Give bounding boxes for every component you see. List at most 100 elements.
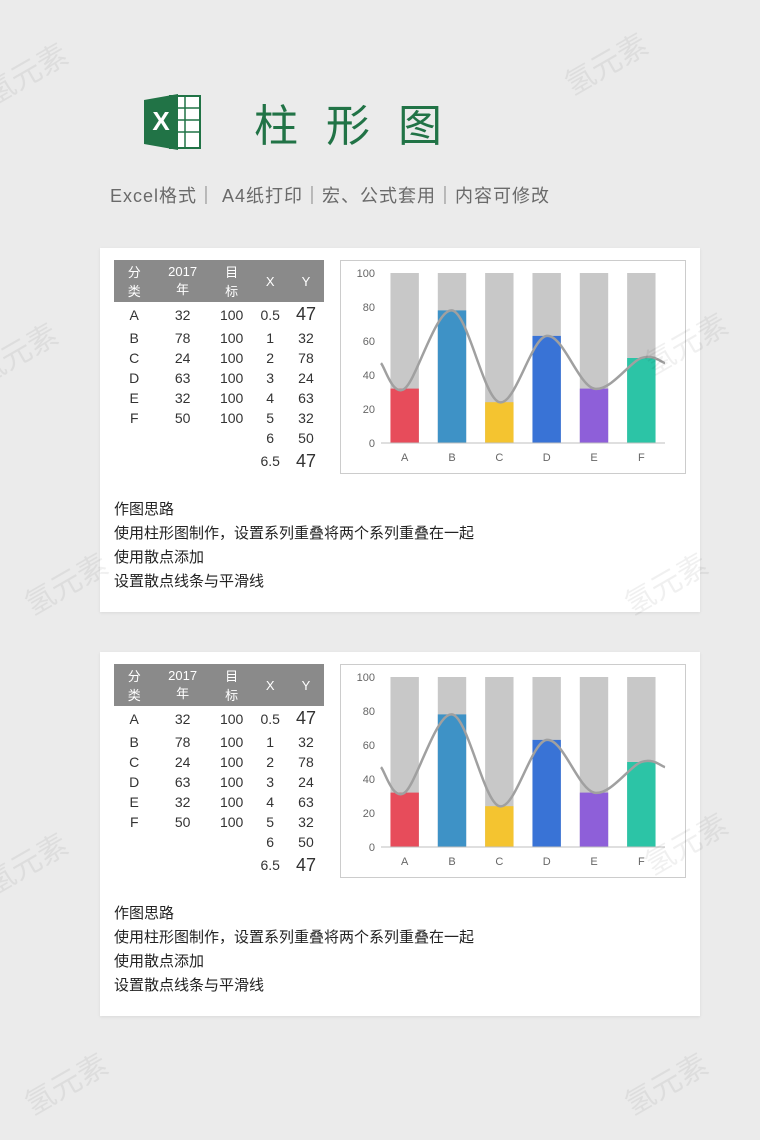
table-cell xyxy=(114,448,154,474)
notes-line: 设置散点线条与平滑线 xyxy=(114,974,686,998)
data-table: 分类2017年目标XY A321000.547B78100132C2410027… xyxy=(114,664,324,878)
page-title: 柱形图 xyxy=(254,90,470,154)
table-header-cell: Y xyxy=(288,664,324,706)
chart-svg: 020406080100ABCDEF xyxy=(345,267,675,467)
table-cell: 78 xyxy=(154,328,210,348)
svg-text:E: E xyxy=(590,452,597,464)
table-cell: 100 xyxy=(211,772,253,792)
table-cell: 1 xyxy=(252,328,287,348)
table-header-cell: X xyxy=(252,260,287,302)
table-header-cell: 目标 xyxy=(211,664,253,706)
bar-chart: 020406080100ABCDEF xyxy=(340,260,686,474)
table-cell: 32 xyxy=(154,302,210,328)
chart-notes: 作图思路 使用柱形图制作，设置系列重叠将两个系列重叠在一起 使用散点添加 设置散… xyxy=(114,902,686,998)
table-cell: E xyxy=(114,792,154,812)
table-cell: 3 xyxy=(252,368,287,388)
table-cell: 78 xyxy=(154,732,210,752)
table-cell: 100 xyxy=(211,348,253,368)
svg-text:60: 60 xyxy=(363,740,375,752)
table-header-cell: 分类 xyxy=(114,664,154,706)
table-cell xyxy=(154,832,210,852)
chart-svg: 020406080100ABCDEF xyxy=(345,671,675,871)
table-cell: 32 xyxy=(288,812,324,832)
svg-text:80: 80 xyxy=(363,302,375,314)
table-cell: 47 xyxy=(288,302,324,328)
svg-text:0: 0 xyxy=(369,438,375,450)
table-cell: 32 xyxy=(154,706,210,732)
table-header-cell: Y xyxy=(288,260,324,302)
table-cell: A xyxy=(114,302,154,328)
watermark: 氢元素 xyxy=(0,310,65,393)
table-cell: 4 xyxy=(252,792,287,812)
table-cell: F xyxy=(114,408,154,428)
table-row: 6.547 xyxy=(114,448,324,474)
table-row: A321000.547 xyxy=(114,706,324,732)
table-cell: 50 xyxy=(154,812,210,832)
table-cell: 4 xyxy=(252,388,287,408)
svg-text:40: 40 xyxy=(363,370,375,382)
table-cell: 0.5 xyxy=(252,706,287,732)
table-row: 650 xyxy=(114,832,324,852)
svg-text:F: F xyxy=(638,856,645,868)
table-cell: 5 xyxy=(252,408,287,428)
table-cell: 24 xyxy=(288,368,324,388)
table-cell: 100 xyxy=(211,812,253,832)
table-cell xyxy=(154,852,210,878)
table-row: E32100463 xyxy=(114,792,324,812)
table-cell: C xyxy=(114,752,154,772)
table-row: 6.547 xyxy=(114,852,324,878)
notes-line: 使用柱形图制作，设置系列重叠将两个系列重叠在一起 xyxy=(114,522,686,546)
table-cell: 50 xyxy=(154,408,210,428)
svg-text:C: C xyxy=(495,856,503,868)
table-cell: 47 xyxy=(288,448,324,474)
table-cell: 2 xyxy=(252,348,287,368)
notes-heading: 作图思路 xyxy=(114,902,686,926)
table-cell: 24 xyxy=(154,348,210,368)
table-cell: B xyxy=(114,732,154,752)
table-header-cell: 目标 xyxy=(211,260,253,302)
table-cell: 0.5 xyxy=(252,302,287,328)
bar-chart: 020406080100ABCDEF xyxy=(340,664,686,878)
value-bar xyxy=(627,358,655,443)
table-cell xyxy=(154,428,210,448)
svg-text:D: D xyxy=(543,856,551,868)
table-cell: 6.5 xyxy=(252,448,287,474)
table-cell: D xyxy=(114,368,154,388)
table-cell: 63 xyxy=(288,792,324,812)
watermark: 氢元素 xyxy=(0,820,75,903)
table-row: C24100278 xyxy=(114,752,324,772)
table-row: F50100532 xyxy=(114,812,324,832)
svg-text:60: 60 xyxy=(363,336,375,348)
value-bar xyxy=(532,336,560,443)
chart-notes: 作图思路 使用柱形图制作，设置系列重叠将两个系列重叠在一起 使用散点添加 设置散… xyxy=(114,498,686,594)
value-bar xyxy=(390,389,418,443)
table-header-cell: X xyxy=(252,664,287,706)
table-header-cell: 2017年 xyxy=(154,260,210,302)
table-cell: 6 xyxy=(252,832,287,852)
table-row: F50100532 xyxy=(114,408,324,428)
table-cell: 100 xyxy=(211,706,253,732)
svg-text:D: D xyxy=(543,452,551,464)
table-cell: 78 xyxy=(288,348,324,368)
table-cell: 3 xyxy=(252,772,287,792)
table-cell xyxy=(114,832,154,852)
template-card-1: 分类2017年目标XY A321000.547B78100132C2410027… xyxy=(100,248,700,612)
table-cell: 50 xyxy=(288,428,324,448)
table-cell: 32 xyxy=(288,328,324,348)
table-cell xyxy=(114,428,154,448)
notes-line: 使用散点添加 xyxy=(114,546,686,570)
value-bar xyxy=(485,402,513,443)
trend-line xyxy=(381,310,665,402)
svg-text:40: 40 xyxy=(363,774,375,786)
table-cell: 5 xyxy=(252,812,287,832)
svg-text:A: A xyxy=(401,452,409,464)
table-cell: E xyxy=(114,388,154,408)
svg-text:20: 20 xyxy=(363,808,375,820)
table-cell: 32 xyxy=(154,388,210,408)
table-cell: 100 xyxy=(211,408,253,428)
table-cell: 100 xyxy=(211,732,253,752)
table-cell xyxy=(114,852,154,878)
table-cell: 100 xyxy=(211,388,253,408)
svg-text:A: A xyxy=(401,856,409,868)
watermark: 氢元素 xyxy=(15,1040,115,1123)
